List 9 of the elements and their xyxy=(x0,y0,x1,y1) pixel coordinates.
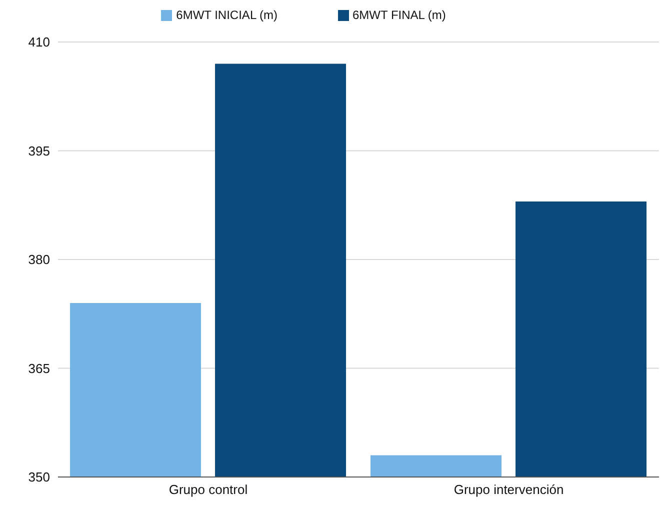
x-tick-label: Grupo intervención xyxy=(454,482,564,498)
y-tick-label: 365 xyxy=(28,360,50,376)
y-tick-label: 350 xyxy=(28,470,50,485)
y-tick-label: 395 xyxy=(28,143,50,158)
y-tick-label: 410 xyxy=(28,34,50,50)
legend-label: 6MWT INICIAL (m) xyxy=(176,8,278,22)
x-tick-label: Grupo control xyxy=(168,482,248,498)
y-tick-label: 380 xyxy=(28,252,50,268)
legend-label: 6MWT FINAL (m) xyxy=(352,8,446,22)
